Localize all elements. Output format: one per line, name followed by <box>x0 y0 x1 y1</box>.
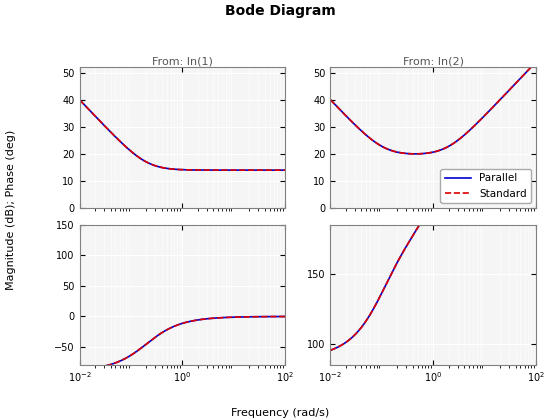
Text: Magnitude (dB); Phase (deg): Magnitude (dB); Phase (deg) <box>6 130 16 290</box>
Text: Frequency (rad/s): Frequency (rad/s) <box>231 408 329 418</box>
Title: From: In(2): From: In(2) <box>403 57 464 67</box>
Title: From: In(1): From: In(1) <box>152 57 213 67</box>
Text: Bode Diagram: Bode Diagram <box>225 4 335 18</box>
Legend: Parallel, Standard: Parallel, Standard <box>440 169 531 203</box>
